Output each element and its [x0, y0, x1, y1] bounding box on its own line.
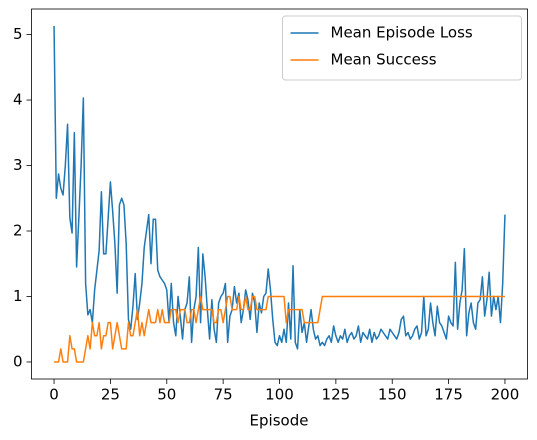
x-tick-label: 25: [101, 386, 120, 404]
x-tick-label: 150: [378, 386, 407, 404]
x-tick-label: 75: [214, 386, 233, 404]
y-tick-label: 5: [13, 25, 23, 43]
x-tick-label: 50: [157, 386, 176, 404]
y-tick-label: 2: [13, 222, 23, 240]
x-tick-label: 0: [49, 386, 59, 404]
x-tick-label: 100: [265, 386, 294, 404]
legend-box: [282, 15, 522, 81]
x-tick-label: 175: [434, 386, 463, 404]
y-tick-label: 3: [13, 156, 23, 174]
x-tick-label: 200: [491, 386, 520, 404]
y-tick-label: 4: [13, 91, 23, 109]
legend-label: Mean Success: [331, 51, 437, 69]
x-tick-label: 125: [322, 386, 351, 404]
x-axis-label: Episode: [250, 412, 309, 430]
y-tick-label: 0: [13, 352, 23, 370]
line-series: [54, 295, 505, 363]
legend-label: Mean Episode Loss: [331, 24, 473, 42]
plot-frame: [31, 8, 528, 380]
y-tick-label: 1: [13, 287, 23, 305]
